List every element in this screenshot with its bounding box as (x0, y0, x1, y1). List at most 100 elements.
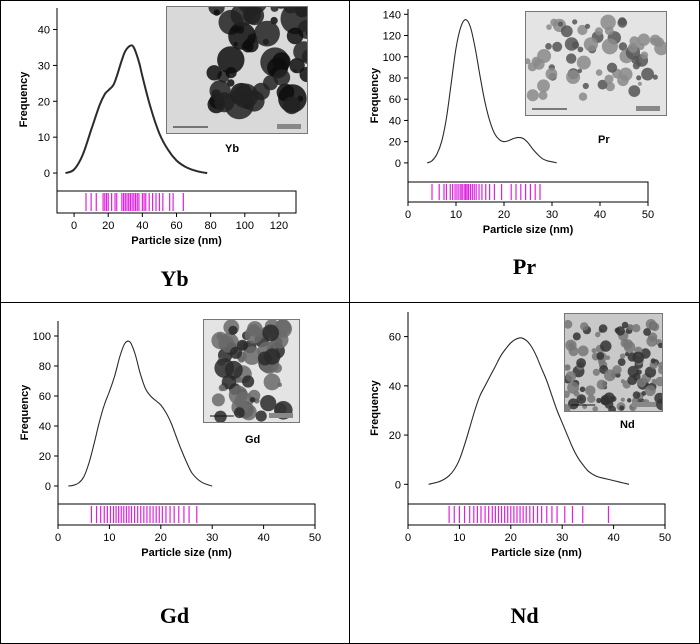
particle-blob (596, 352, 605, 360)
particle-blob (617, 358, 626, 366)
particle-blob (565, 404, 571, 411)
tem-inset-image (203, 319, 300, 423)
micrograph-info-tag (277, 124, 301, 129)
y-tick-label: 60 (389, 332, 401, 344)
rug-strip-frame (407, 503, 666, 526)
particle-blob (582, 82, 589, 90)
particle-blob (573, 390, 580, 397)
panel-nd: 0 20 40 60 0 10 20 30 40 50 Particle size (nm) Freq… (350, 303, 699, 643)
y-tick-label: 40 (389, 381, 401, 393)
chart-gd: 0 20 40 60 80 100 0 10 20 30 40 50 Particle size (nm… (19, 321, 321, 559)
micrograph-info-tag (269, 413, 293, 418)
x-tick-label: 10 (453, 532, 465, 544)
x-axis-label: Particle size (nm) (483, 224, 574, 236)
particle-blob (608, 405, 616, 411)
micrograph-info-tag (632, 402, 656, 407)
particle-blob (580, 322, 589, 331)
particle-blob (216, 333, 224, 340)
chart-yb: 0 10 20 30 40 0 20 40 60 80 100 120 Particle size (n… (18, 8, 297, 247)
particle-blob (576, 394, 587, 404)
particle-blob (565, 364, 571, 371)
particle-blob (292, 68, 297, 73)
particle-blob (305, 29, 307, 36)
grid-border-top (0, 0, 700, 1)
panel-yb: 0 10 20 30 40 0 20 40 60 80 100 120 Particle size (n… (0, 0, 349, 302)
particle-blob (527, 62, 537, 72)
particle-blob (583, 37, 598, 52)
particle-blob (213, 9, 220, 16)
particle-blob (566, 53, 577, 64)
particle-blob (566, 70, 581, 84)
particle-blob (260, 395, 277, 412)
particle-blob (249, 397, 256, 403)
particle-blob (579, 386, 586, 393)
particle-blob (596, 397, 602, 404)
particle-blob (242, 375, 255, 388)
particle-blob (237, 339, 248, 351)
particle-blob (576, 358, 586, 368)
x-tick-label: 50 (659, 532, 671, 544)
x-tick-label: 10 (450, 209, 462, 221)
particle-blob (254, 20, 280, 47)
tem-inset-image (564, 313, 663, 412)
particle-blob (627, 398, 632, 403)
particle-blob (618, 17, 627, 26)
particle-blob (643, 328, 651, 336)
x-tick-label: 80 (205, 220, 217, 232)
x-tick-label: 30 (546, 209, 558, 221)
particle-blob (606, 62, 618, 73)
chart-pr: 0 20 40 60 80 100 120 140 0 10 20 30 40 50 Particle si… (369, 9, 654, 236)
y-axis-label: Frequency (369, 379, 381, 436)
y-axis-label: Frequency (369, 67, 381, 124)
x-tick-label: 100 (236, 220, 254, 232)
particle-blob (550, 18, 558, 27)
particle-blob (211, 393, 225, 407)
y-tick-label: 30 (38, 60, 50, 72)
y-tick-label: 0 (44, 168, 50, 180)
particle-blob (537, 49, 552, 63)
particle-blob (206, 65, 222, 81)
particle-blob (537, 79, 550, 93)
particle-blob (572, 332, 581, 341)
particle-blob (229, 346, 242, 359)
particle-blob (603, 392, 615, 404)
particle-blob (272, 363, 282, 373)
x-tick-label: 20 (155, 532, 167, 544)
particle-blob (636, 369, 642, 375)
particle-blob (209, 80, 231, 102)
particle-blob (644, 385, 656, 397)
particle-blob (277, 382, 282, 387)
inset-label: Yb (225, 143, 240, 155)
particle-blob (560, 25, 573, 38)
particle-blob (230, 7, 254, 27)
particle-blob (576, 55, 591, 70)
distribution-curve (65, 44, 208, 175)
particle-blob (572, 19, 578, 25)
panel-pr: 0 20 40 60 80 100 120 140 0 10 20 30 40 50 Particle si… (350, 0, 699, 302)
x-tick-label: 0 (55, 532, 61, 544)
particle-blob (637, 33, 650, 46)
particle-blob (526, 89, 539, 102)
y-tick-label: 40 (39, 421, 51, 433)
particle-blob (641, 391, 647, 396)
rug-strip-frame (57, 503, 316, 526)
particle-blob (655, 376, 662, 387)
particle-blob (655, 398, 662, 411)
particle-blob (650, 37, 657, 44)
particle-blob (654, 41, 666, 56)
particle-blob (567, 398, 579, 410)
particle-blob (637, 81, 642, 86)
particle-blob (282, 7, 299, 14)
panel-caption: Gd (159, 603, 190, 628)
particle-blob (603, 369, 616, 382)
particle-blob (251, 327, 260, 336)
x-axis-label: Particle size (nm) (131, 235, 222, 247)
particle-blob (637, 43, 645, 50)
y-tick-label: 20 (38, 96, 50, 108)
particle-blob (627, 365, 639, 378)
y-tick-label: 20 (39, 451, 51, 463)
particle-blob (546, 24, 552, 30)
particle-blob (614, 327, 620, 333)
particle-blob (227, 79, 235, 87)
chart-nd: 0 20 40 60 0 10 20 30 40 50 Particle size (nm) Freq… (369, 312, 671, 559)
